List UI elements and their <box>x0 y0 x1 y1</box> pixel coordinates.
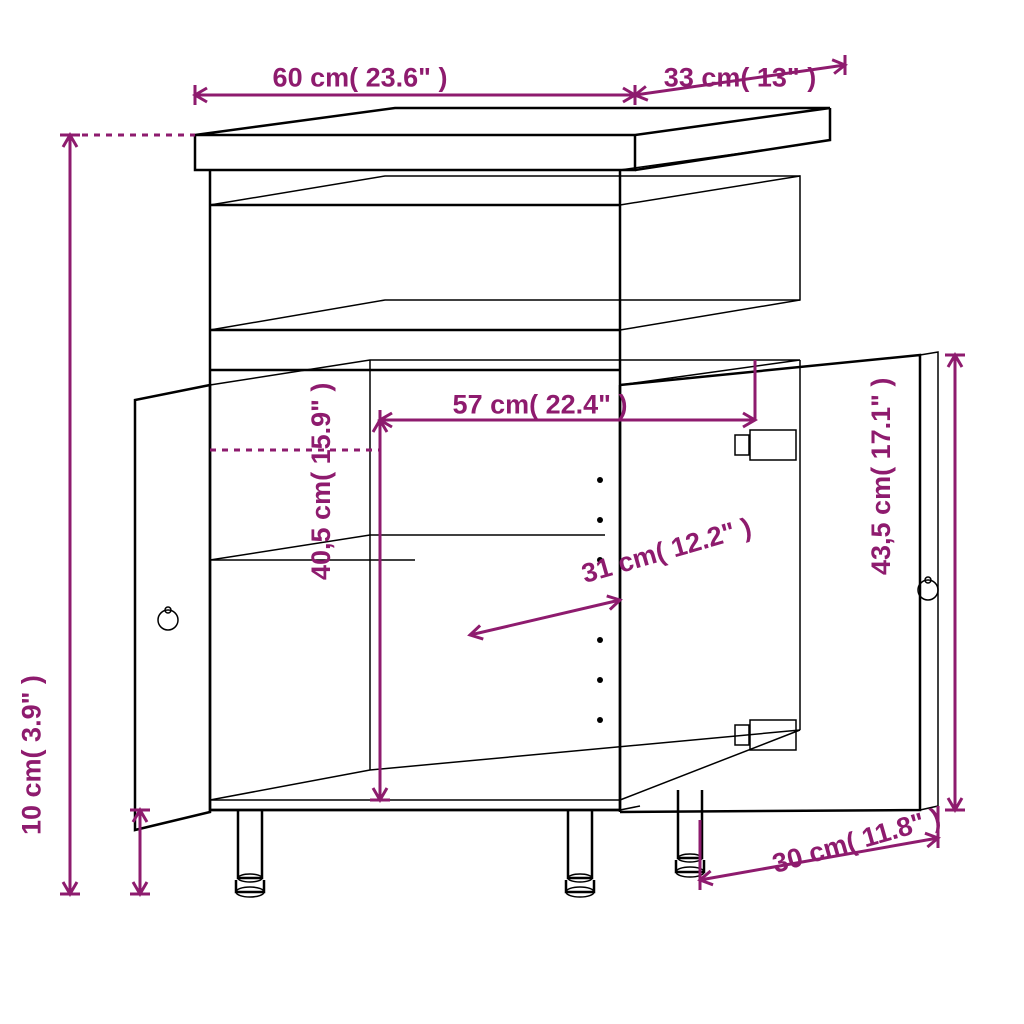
dim-door-height: 43,5 cm( 17.1" ) <box>866 378 897 575</box>
dim-top-width: 60 cm( 23.6" ) <box>273 63 448 94</box>
dim-inner-height: 40,5 cm( 15.9" ) <box>306 383 337 580</box>
dim-inner-width: 57 cm( 22.4" ) <box>453 390 628 421</box>
dim-top-depth: 33 cm( 13" ) <box>664 63 816 94</box>
dim-leg-height: 10 cm( 3.9" ) <box>17 675 48 835</box>
